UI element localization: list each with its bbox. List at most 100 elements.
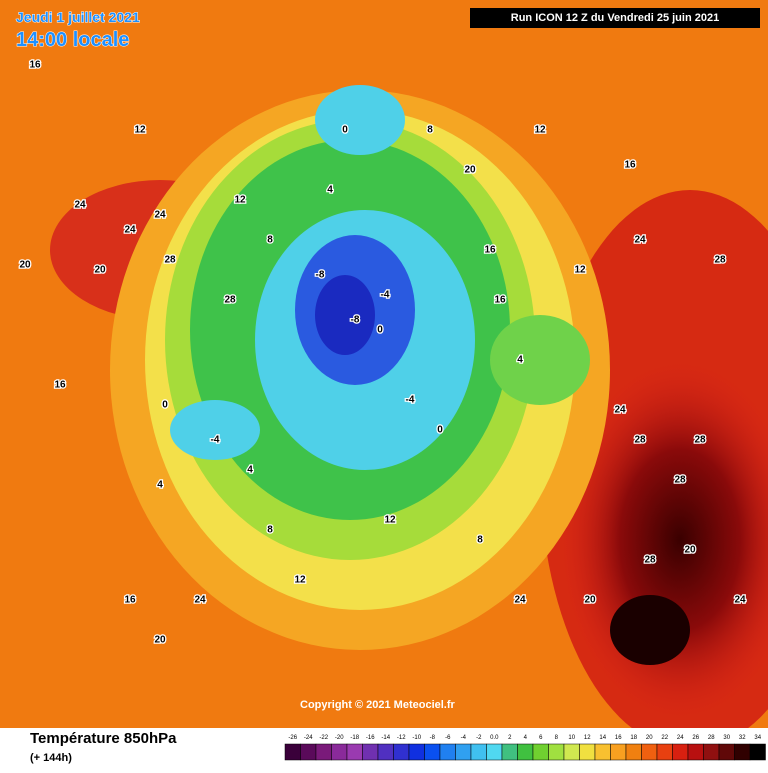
scale-label: -2	[476, 735, 482, 741]
hot-core	[610, 595, 690, 665]
contour-label: 8	[267, 235, 273, 246]
scale-label: 28	[708, 735, 715, 741]
contour-label: 20	[684, 545, 696, 556]
contour-label: 24	[74, 200, 86, 211]
scale-swatch	[672, 743, 689, 761]
copyright: Copyright © 2021 Meteociel.fr	[300, 699, 456, 711]
contour-label: 24	[154, 210, 166, 221]
contour-label: 12	[384, 515, 396, 526]
contour-label: 20	[94, 265, 106, 276]
contour-label: 12	[534, 125, 546, 136]
scale-swatch	[346, 743, 363, 761]
scale-swatch	[439, 743, 456, 761]
scale-swatch	[315, 743, 332, 761]
contour-label: 24	[734, 595, 746, 606]
scale-swatch	[734, 743, 751, 761]
scale-swatch	[393, 743, 410, 761]
scale-label: 12	[584, 735, 591, 741]
contour-label: 4	[327, 185, 333, 196]
scale-swatch	[610, 743, 627, 761]
scale-label: -24	[304, 735, 313, 741]
scale-label: 0.0	[490, 735, 499, 741]
scale-swatch	[300, 743, 317, 761]
contour-label: 28	[674, 475, 686, 486]
contour-label: 0	[437, 425, 443, 436]
scale-label: 26	[692, 735, 699, 741]
scale-swatch	[455, 743, 472, 761]
very-cold-core	[315, 275, 375, 355]
scale-label: -18	[350, 735, 359, 741]
scale-label: -10	[412, 735, 421, 741]
run-box	[470, 8, 760, 28]
contour-label: 8	[267, 525, 273, 536]
scale-label: -12	[397, 735, 406, 741]
contour-label: 24	[634, 235, 646, 246]
contour-label: 28	[714, 255, 726, 266]
scale-label: 8	[555, 735, 559, 741]
contour-label: 28	[694, 435, 706, 446]
scale-label: 22	[661, 735, 668, 741]
contour-label: 8	[477, 535, 483, 546]
contour-label: 16	[54, 380, 66, 391]
contour-label: -4	[381, 290, 390, 301]
scale-swatch	[377, 743, 394, 761]
contour-label: 12	[574, 265, 586, 276]
scale-swatch	[594, 743, 611, 761]
scale-swatch	[470, 743, 487, 761]
contour-label: 0	[162, 400, 168, 411]
contour-label: 16	[484, 245, 496, 256]
scale-swatch	[749, 743, 766, 761]
contour-label: 8	[427, 125, 433, 136]
time: 14:00 locale	[16, 29, 129, 51]
scale-label: -26	[288, 735, 297, 741]
scale-swatch	[641, 743, 658, 761]
contour-label: 24	[194, 595, 206, 606]
contour-label: 28	[634, 435, 646, 446]
contour-label: 16	[29, 60, 41, 71]
contour-label: -4	[406, 395, 415, 406]
contour-label: -4	[211, 435, 220, 446]
scale-label: 4	[524, 735, 528, 741]
contour-label: 0	[342, 125, 348, 136]
scale-label: -22	[319, 735, 328, 741]
scale-label: -8	[430, 735, 436, 741]
date: Jeudi 1 juillet 2021	[16, 9, 140, 25]
scale-swatch	[486, 743, 503, 761]
contour-label: 24	[614, 405, 626, 416]
scale-label: 30	[723, 735, 730, 741]
scale-swatch	[532, 743, 549, 761]
scale-label: -4	[461, 735, 467, 741]
scale-swatch	[718, 743, 735, 761]
scale-swatch	[517, 743, 534, 761]
contour-label: 12	[234, 195, 246, 206]
scale-label: 16	[615, 735, 622, 741]
contour-label: 0	[377, 325, 383, 336]
scale-label: -14	[381, 735, 390, 741]
footer-title: Température 850hPa	[30, 730, 177, 747]
contour-label: 4	[247, 465, 253, 476]
scale-label: -20	[335, 735, 344, 741]
contour-label: 24	[514, 595, 526, 606]
contour-label: -8	[316, 270, 325, 281]
scale-label: 6	[539, 735, 543, 741]
contour-label: 28	[644, 555, 656, 566]
contour-label: 20	[19, 260, 31, 271]
scale-swatch	[563, 743, 580, 761]
scale-swatch	[548, 743, 565, 761]
contour-label: -8	[351, 315, 360, 326]
contour-label: 20	[584, 595, 596, 606]
scale-label: 14	[599, 735, 606, 741]
scale-label: 24	[677, 735, 684, 741]
cold-region	[315, 85, 405, 155]
scale-swatch	[687, 743, 704, 761]
scale-swatch	[501, 743, 518, 761]
scale-label: 2	[508, 735, 512, 741]
scale-swatch	[703, 743, 720, 761]
contour-label: 4	[157, 480, 163, 491]
scale-label: 34	[754, 735, 761, 741]
scale-swatch	[579, 743, 596, 761]
contour-label: 16	[624, 160, 636, 171]
scale-swatch	[656, 743, 673, 761]
